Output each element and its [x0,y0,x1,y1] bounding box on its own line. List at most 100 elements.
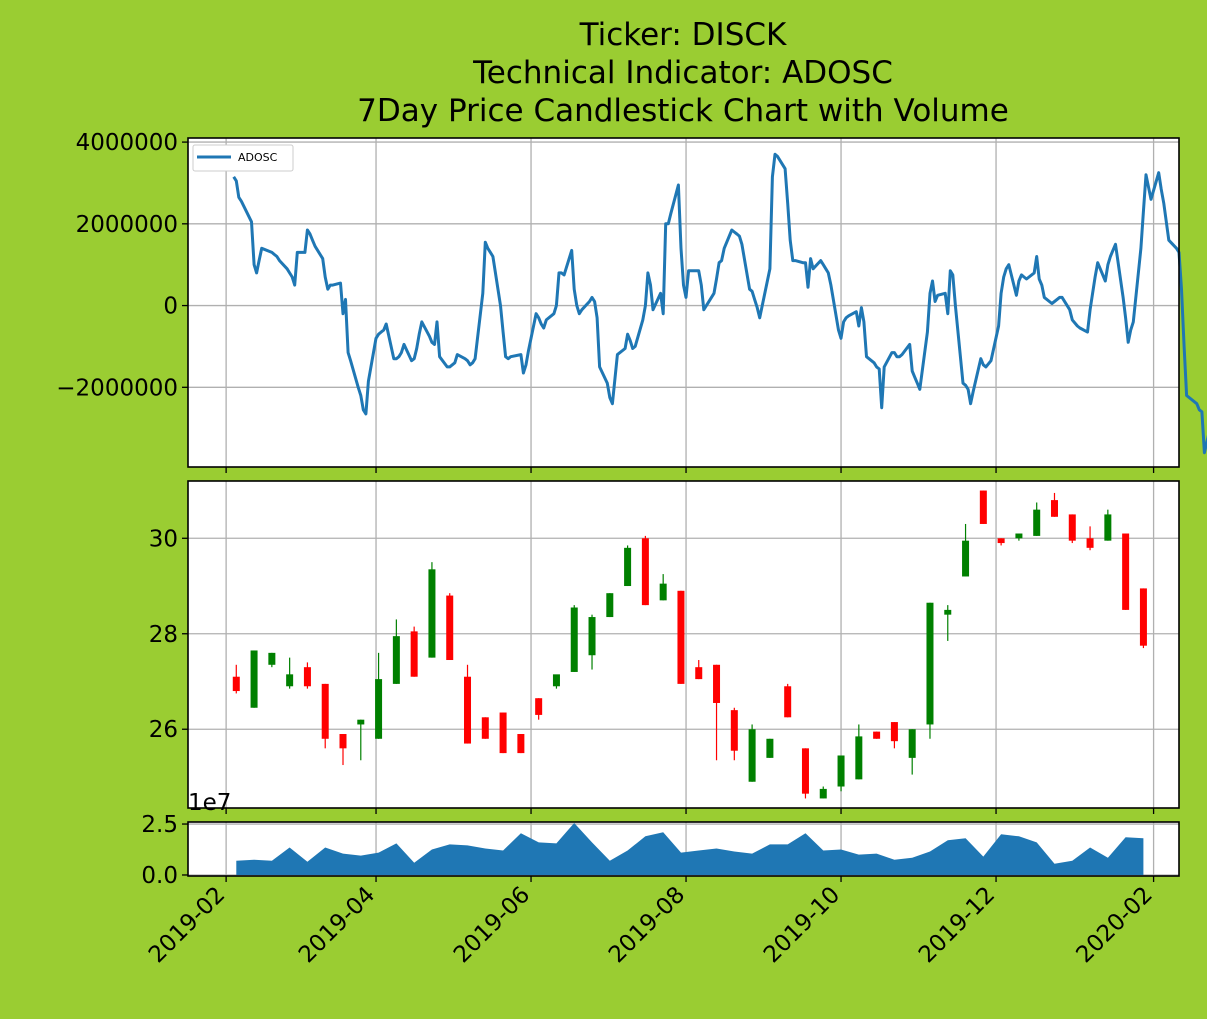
candle-body [1050,500,1058,517]
chart-title: Ticker: DISCK Technical Indicator: ADOSC… [357,17,1009,129]
candlestick [819,786,827,799]
candle-body [855,736,863,780]
candle-body [873,731,881,739]
candlestick [570,605,578,672]
indicator-y-axis: 4000000 2000000 0 −2000000 [56,130,188,401]
candle-body [1033,509,1041,536]
candle-body [659,583,667,601]
candle-body [801,748,809,794]
candle-body [392,636,400,684]
candlestick [1033,502,1041,536]
candle-body [997,538,1005,544]
candlestick [748,724,756,782]
indicator-y-tick-label: 0 [163,294,178,320]
candle-body [552,674,560,687]
price-panel: 30 28 26 [149,480,1180,809]
candlestick [232,664,240,694]
candlestick [410,626,418,677]
candlestick [250,650,258,708]
candle-body [410,631,418,677]
candlestick [1050,492,1058,517]
candle-body [428,569,436,658]
candlestick [695,660,703,680]
candle-body [357,719,365,725]
adosc-line [232,152,1207,455]
candlestick [624,545,632,587]
candlestick [464,664,472,744]
candle-body [499,712,507,754]
candle-body [908,729,916,758]
candle-body [748,729,756,782]
candle-body [321,683,329,739]
candlestick [606,593,614,618]
volume-y-tick-label: 2.5 [141,812,178,838]
candle-body [570,607,578,672]
candlestick [446,593,454,661]
candle-body [535,698,543,715]
candle-body [588,617,596,656]
candlestick [997,538,1005,546]
candle-body [677,590,685,684]
indicator-legend: ADOSC [192,144,294,172]
candlestick [481,717,489,739]
candlestick [962,523,970,577]
candle-body [250,650,258,708]
candle-body [641,538,649,606]
candle-body [926,602,934,725]
candle-body [1122,533,1130,610]
indicator-grid [188,138,1179,467]
candlestick [268,652,276,668]
candle-body [606,593,614,618]
candlestick [499,712,507,754]
legend-label: ADOSC [238,151,278,164]
indicator-y-tick-label: 4000000 [76,130,178,156]
candle-body [695,667,703,680]
price-y-tick-label: 26 [149,717,178,743]
candlestick [908,729,916,775]
candlestick [1015,533,1023,541]
candle-body [1139,588,1147,646]
candlestick [1068,514,1076,544]
candle-body [962,540,970,577]
candle-body [517,734,525,754]
candle-body [339,734,347,749]
candle-body [232,676,240,692]
candlestick [944,605,952,641]
indicator-plot-area [188,138,1179,467]
candlestick [1086,526,1094,551]
candlestick [784,683,792,718]
indicator-panel: ADOSC 4000000 2000000 0 −2000000 [56,130,1207,468]
price-y-tick-label: 28 [149,622,178,648]
candlestick [375,652,383,739]
candle-body [766,738,774,758]
candle-body [286,674,294,687]
candle-body [1068,514,1076,541]
indicator-y-tick-label: 2000000 [76,212,178,238]
candle-body [375,679,383,739]
chart-title-line-2: Technical Indicator: ADOSC [472,55,893,91]
candlestick [1139,588,1147,649]
candlestick [1104,509,1112,541]
volume-frame [187,821,1180,877]
candlestick [1122,533,1130,610]
candlesticks [232,490,1147,799]
candle-body [1015,533,1023,539]
price-frame [187,480,1180,809]
candlestick [641,535,649,606]
candlestick [801,748,809,799]
candle-body [979,490,987,524]
candle-body [713,664,721,703]
candlestick [535,698,543,720]
indicator-frame [187,137,1180,468]
candlestick [890,722,898,749]
candlestick [873,731,881,739]
candlestick [926,602,934,739]
candlestick [428,562,436,658]
candle-body [464,676,472,744]
candlestick [303,662,311,689]
chart-title-line-1: Ticker: DISCK [579,17,787,53]
volume-y-axis: 2.5 0.0 [141,812,188,889]
candlestick [339,734,347,766]
